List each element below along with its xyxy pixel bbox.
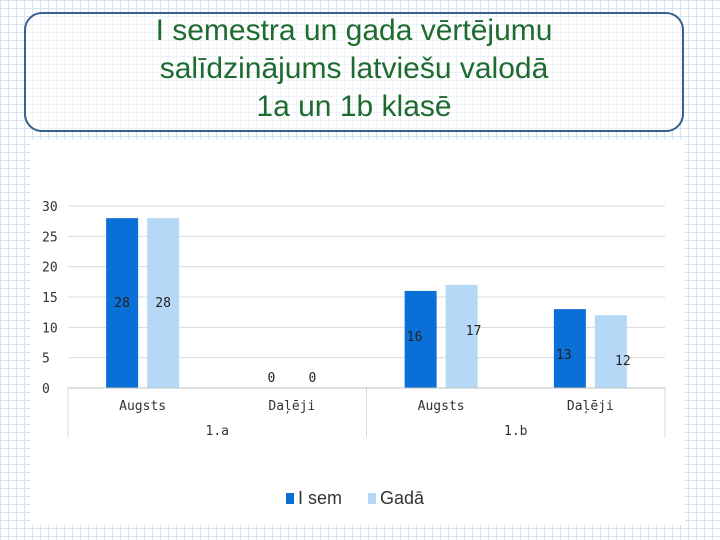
x-category-label: Daļēji bbox=[268, 399, 315, 414]
bar bbox=[445, 284, 478, 388]
x-category-label: Augsts bbox=[418, 399, 465, 414]
y-tick-label: 15 bbox=[42, 291, 58, 306]
x-category-label: Daļēji bbox=[567, 399, 614, 414]
title-line-2: salīdzinājums latviešu valodā bbox=[159, 52, 549, 85]
legend-label: Gadā bbox=[380, 488, 425, 508]
y-tick-label: 0 bbox=[42, 382, 50, 397]
x-group-label: 1.b bbox=[504, 424, 528, 439]
legend-swatch bbox=[368, 493, 376, 504]
data-label: 0 bbox=[267, 371, 275, 386]
legend-swatch bbox=[286, 493, 294, 504]
data-label: 28 bbox=[114, 296, 130, 311]
y-tick-label: 5 bbox=[42, 352, 50, 367]
bar bbox=[553, 309, 586, 388]
data-label: 17 bbox=[466, 324, 482, 339]
data-label: 12 bbox=[615, 354, 631, 369]
slide-title: I semestra un gada vērtējumu salīdzināju… bbox=[24, 12, 684, 126]
title-box bbox=[24, 12, 684, 132]
bar bbox=[594, 315, 627, 388]
x-category-label: Augsts bbox=[119, 399, 166, 414]
title-line-1: I semestra un gada vērtējumu bbox=[155, 14, 553, 47]
bar bbox=[404, 290, 437, 388]
y-tick-label: 25 bbox=[42, 230, 58, 245]
y-tick-label: 10 bbox=[42, 321, 58, 336]
y-tick-label: 20 bbox=[42, 261, 58, 276]
legend-label: I sem bbox=[298, 488, 342, 508]
data-label: 0 bbox=[308, 371, 316, 386]
bar bbox=[147, 218, 180, 388]
y-tick-label: 30 bbox=[42, 200, 58, 215]
data-label: 13 bbox=[556, 348, 572, 363]
x-group-label: 1.a bbox=[206, 424, 229, 439]
data-label: 16 bbox=[407, 330, 423, 345]
bar bbox=[106, 218, 139, 388]
title-line-3: 1a un 1b klasē bbox=[256, 90, 452, 123]
data-label: 28 bbox=[155, 296, 171, 311]
